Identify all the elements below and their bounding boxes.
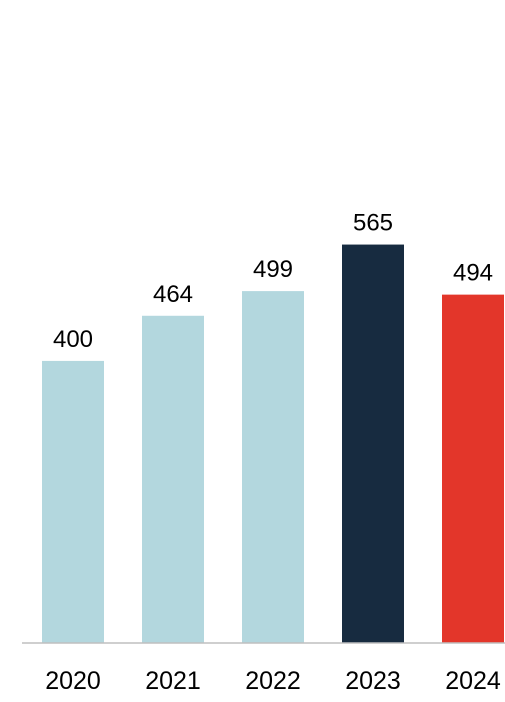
x-tick-label-2024: 2024 <box>445 667 501 695</box>
x-tick-label-2020: 2020 <box>45 667 101 695</box>
data-label-2021: 464 <box>153 281 193 308</box>
data-labels-layer: 400 464 499 565 494 <box>53 210 493 353</box>
data-label-2024: 494 <box>453 260 493 287</box>
bar-2023 <box>342 244 404 643</box>
data-label-2023: 565 <box>353 210 393 237</box>
bar-2022 <box>242 291 304 643</box>
data-label-2020: 400 <box>53 326 93 353</box>
bars-layer <box>42 244 504 643</box>
data-label-2022: 499 <box>253 256 293 283</box>
bar-2024 <box>442 294 504 643</box>
x-tick-label-2021: 2021 <box>145 667 201 695</box>
x-tick-label-2023: 2023 <box>345 667 401 695</box>
x-tick-label-2022: 2022 <box>245 667 301 695</box>
bar-2020 <box>42 360 104 643</box>
x-tick-labels-layer: 2020 2021 2022 2023 2024 <box>45 667 501 695</box>
bar-2021 <box>142 315 204 643</box>
